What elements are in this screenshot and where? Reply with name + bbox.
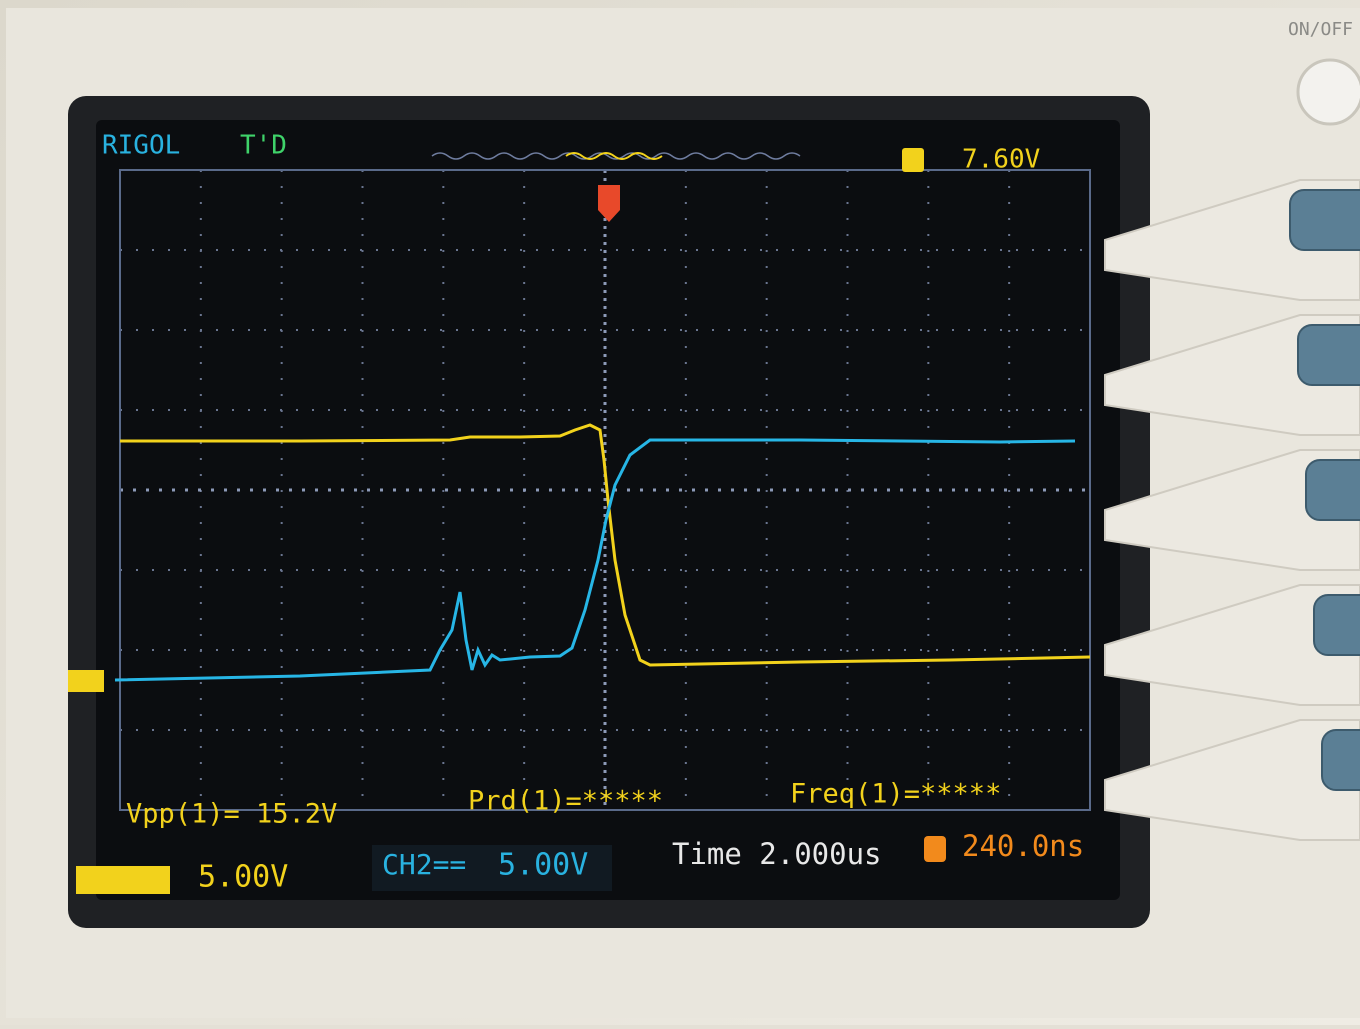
trigger-level: 7.60V (962, 145, 1040, 175)
timebase: Time 2.000us (672, 837, 882, 871)
offset-icon (924, 836, 946, 862)
softkey[interactable] (1306, 460, 1360, 520)
ch1-ground-marker (68, 670, 104, 692)
ch2-scale: 5.00V (498, 848, 588, 883)
power-button[interactable] (1298, 60, 1360, 124)
power-label: ON/OFF (1288, 19, 1353, 40)
vpp-measure: Vpp(1)= 15.2V (126, 799, 337, 830)
softkey[interactable] (1322, 730, 1360, 790)
ch1-scale: 5.00V (198, 860, 288, 895)
page: RIGOL T'D 7.60V Vpp(1)= 15.2V Prd(1)=***… (0, 0, 1360, 1025)
period-measure: Prd(1)=***** (468, 786, 663, 817)
freq-measure: Freq(1)=***** (790, 779, 1001, 810)
ch1-icon (902, 148, 924, 172)
oscilloscope: RIGOL T'D 7.60V Vpp(1)= 15.2V Prd(1)=***… (0, 0, 1360, 1025)
softkey[interactable] (1298, 325, 1360, 385)
softkey[interactable] (1314, 595, 1360, 655)
trigger-offset: 240.0ns (962, 829, 1084, 863)
trigger-status: T'D (240, 131, 287, 161)
brand: RIGOL (102, 131, 180, 161)
ch2-label: CH2== (382, 848, 466, 881)
softkey[interactable] (1290, 190, 1360, 250)
ch1-badge (76, 866, 170, 894)
